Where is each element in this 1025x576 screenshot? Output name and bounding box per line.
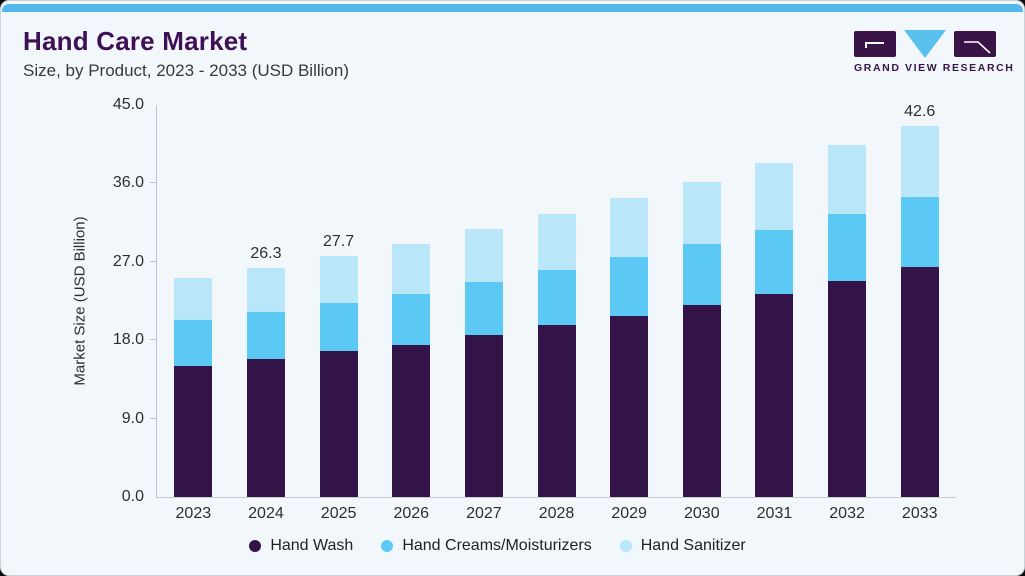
segment-hand-wash[interactable] [319, 350, 358, 497]
y-tick-label: 45.0 [112, 96, 144, 113]
segment-hand-sanitizer[interactable] [319, 255, 358, 303]
x-axis-label: 2024 [248, 505, 284, 522]
bar-2026[interactable] [392, 105, 431, 497]
segment-hand-sanitizer[interactable] [900, 125, 939, 198]
segment-hand-wash[interactable] [174, 366, 213, 497]
segment-hand-creams-moisturizers[interactable] [319, 302, 358, 351]
legend-item-hand-sanitizer: Hand Sanitizer [619, 537, 746, 555]
segment-hand-creams-moisturizers[interactable] [755, 229, 794, 295]
legend-dot-icon [381, 540, 394, 552]
legend: Hand Wash Hand Creams/Moisturizers Hand Sa… [1, 537, 994, 555]
y-tick-mark [150, 417, 157, 419]
bar-2027[interactable] [464, 105, 503, 497]
legend-dot-icon [249, 540, 262, 552]
segment-hand-creams-moisturizers[interactable] [610, 257, 649, 316]
bar-2031[interactable] [755, 105, 794, 497]
x-axis-label: 2033 [901, 505, 938, 522]
segment-hand-sanitizer[interactable] [246, 267, 285, 313]
segment-hand-creams-moisturizers[interactable] [392, 294, 431, 345]
bar-slot-2032: 2032 [811, 105, 884, 522]
segment-hand-creams-moisturizers[interactable] [174, 320, 213, 367]
bar-total-label: 26.3 [250, 244, 282, 262]
bar-slot-2024: 26.3 2024 [230, 105, 303, 522]
segment-hand-creams-moisturizers[interactable] [246, 312, 285, 360]
segment-hand-sanitizer[interactable] [392, 244, 431, 295]
bar-2032[interactable] [828, 105, 867, 497]
y-tick-label: 36.0 [112, 174, 144, 192]
segment-hand-sanitizer[interactable] [682, 181, 721, 245]
gvr-logo-icon [854, 30, 996, 58]
segment-hand-creams-moisturizers[interactable] [537, 269, 576, 326]
y-tick-mark [150, 260, 157, 262]
bar-slot-2026: 2026 [375, 105, 448, 522]
y-tick-label: 0.0 [121, 488, 144, 505]
segment-hand-wash[interactable] [755, 294, 794, 497]
segment-hand-wash[interactable] [610, 315, 649, 497]
legend-dot-icon [619, 540, 632, 552]
y-tick-mark [150, 339, 157, 341]
page-subtitle: Size, by Product, 2023 - 2033 (USD Billi… [23, 60, 349, 80]
segment-hand-sanitizer[interactable] [174, 278, 213, 321]
logo-wordmark: GRAND VIEW RESEARCH [854, 62, 1015, 74]
segment-hand-wash[interactable] [828, 280, 867, 497]
legend-item-hand-creams-moisturizers: Hand Creams/Moisturizers [381, 537, 592, 555]
bar-slot-2033: 42.6 2033 [883, 102, 956, 522]
y-tick-mark [150, 182, 157, 184]
bar-slot-2030: 2030 [665, 105, 738, 522]
legend-label: Hand Wash [270, 537, 354, 554]
x-axis-label: 2031 [756, 505, 793, 522]
bar-2024[interactable] [246, 105, 285, 497]
bar-slot-2031: 2031 [738, 105, 811, 522]
bar-slot-2029: 2029 [593, 105, 666, 522]
legend-label: Hand Creams/Moisturizers [402, 537, 592, 554]
y-tick-label: 18.0 [112, 331, 144, 349]
bar-slot-2027: 2027 [448, 105, 521, 522]
segment-hand-sanitizer[interactable] [464, 228, 503, 282]
x-axis-label: 2023 [175, 505, 212, 522]
top-accent-bar [2, 4, 1023, 12]
segment-hand-wash[interactable] [900, 267, 939, 497]
segment-hand-creams-moisturizers[interactable] [464, 281, 503, 335]
bar-2030[interactable] [682, 105, 721, 497]
segment-hand-wash[interactable] [537, 325, 576, 497]
segment-hand-sanitizer[interactable] [755, 163, 794, 230]
y-tick-label: 9.0 [121, 409, 144, 427]
segment-hand-wash[interactable] [392, 344, 431, 497]
segment-hand-wash[interactable] [464, 334, 503, 497]
plot-area: 0.0 9.0 18.0 27.0 36.0 45.0 2023 26.3 2024 27.7 20… [113, 96, 956, 522]
x-axis-label: 2025 [320, 505, 357, 522]
segment-hand-sanitizer[interactable] [828, 145, 867, 214]
legend-item-hand-wash: Hand Wash [249, 537, 353, 555]
segment-hand-wash[interactable] [682, 305, 721, 497]
segment-hand-wash[interactable] [246, 359, 285, 497]
bar-total-label: 42.6 [904, 102, 936, 120]
bar-2025[interactable] [319, 105, 358, 497]
x-axis-label: 2027 [466, 505, 502, 522]
header: Hand Care Market Size, by Product, 2023 … [23, 27, 349, 81]
x-axis-label: 2030 [684, 505, 720, 522]
bar-slot-2028: 2028 [520, 105, 593, 522]
x-axis-label: 2029 [611, 505, 647, 522]
x-axis-label: 2026 [393, 505, 430, 522]
x-axis-label: 2032 [829, 505, 865, 522]
bar-2023[interactable] [174, 105, 213, 497]
legend-label: Hand Sanitizer [640, 537, 746, 554]
bar-total-label: 27.7 [323, 232, 355, 250]
segment-hand-creams-moisturizers[interactable] [828, 213, 867, 281]
segment-hand-sanitizer[interactable] [610, 198, 649, 258]
bar-2033[interactable] [900, 105, 939, 497]
segment-hand-creams-moisturizers[interactable] [900, 197, 939, 268]
x-axis-label: 2028 [538, 505, 575, 522]
grand-view-research-logo: GRAND VIEW RESEARCH [854, 29, 1015, 74]
y-tick-label: 27.0 [112, 252, 144, 270]
segment-hand-sanitizer[interactable] [537, 213, 576, 270]
y-axis-title: Market Size (USD Billion) [71, 216, 89, 386]
bar-slot-2025: 27.7 2025 [302, 105, 375, 522]
page-title: Hand Care Market [23, 26, 248, 56]
bar-slot-2023: 2023 [157, 105, 230, 522]
segment-hand-creams-moisturizers[interactable] [682, 244, 721, 306]
bar-2028[interactable] [537, 105, 576, 497]
bar-2029[interactable] [610, 105, 649, 497]
